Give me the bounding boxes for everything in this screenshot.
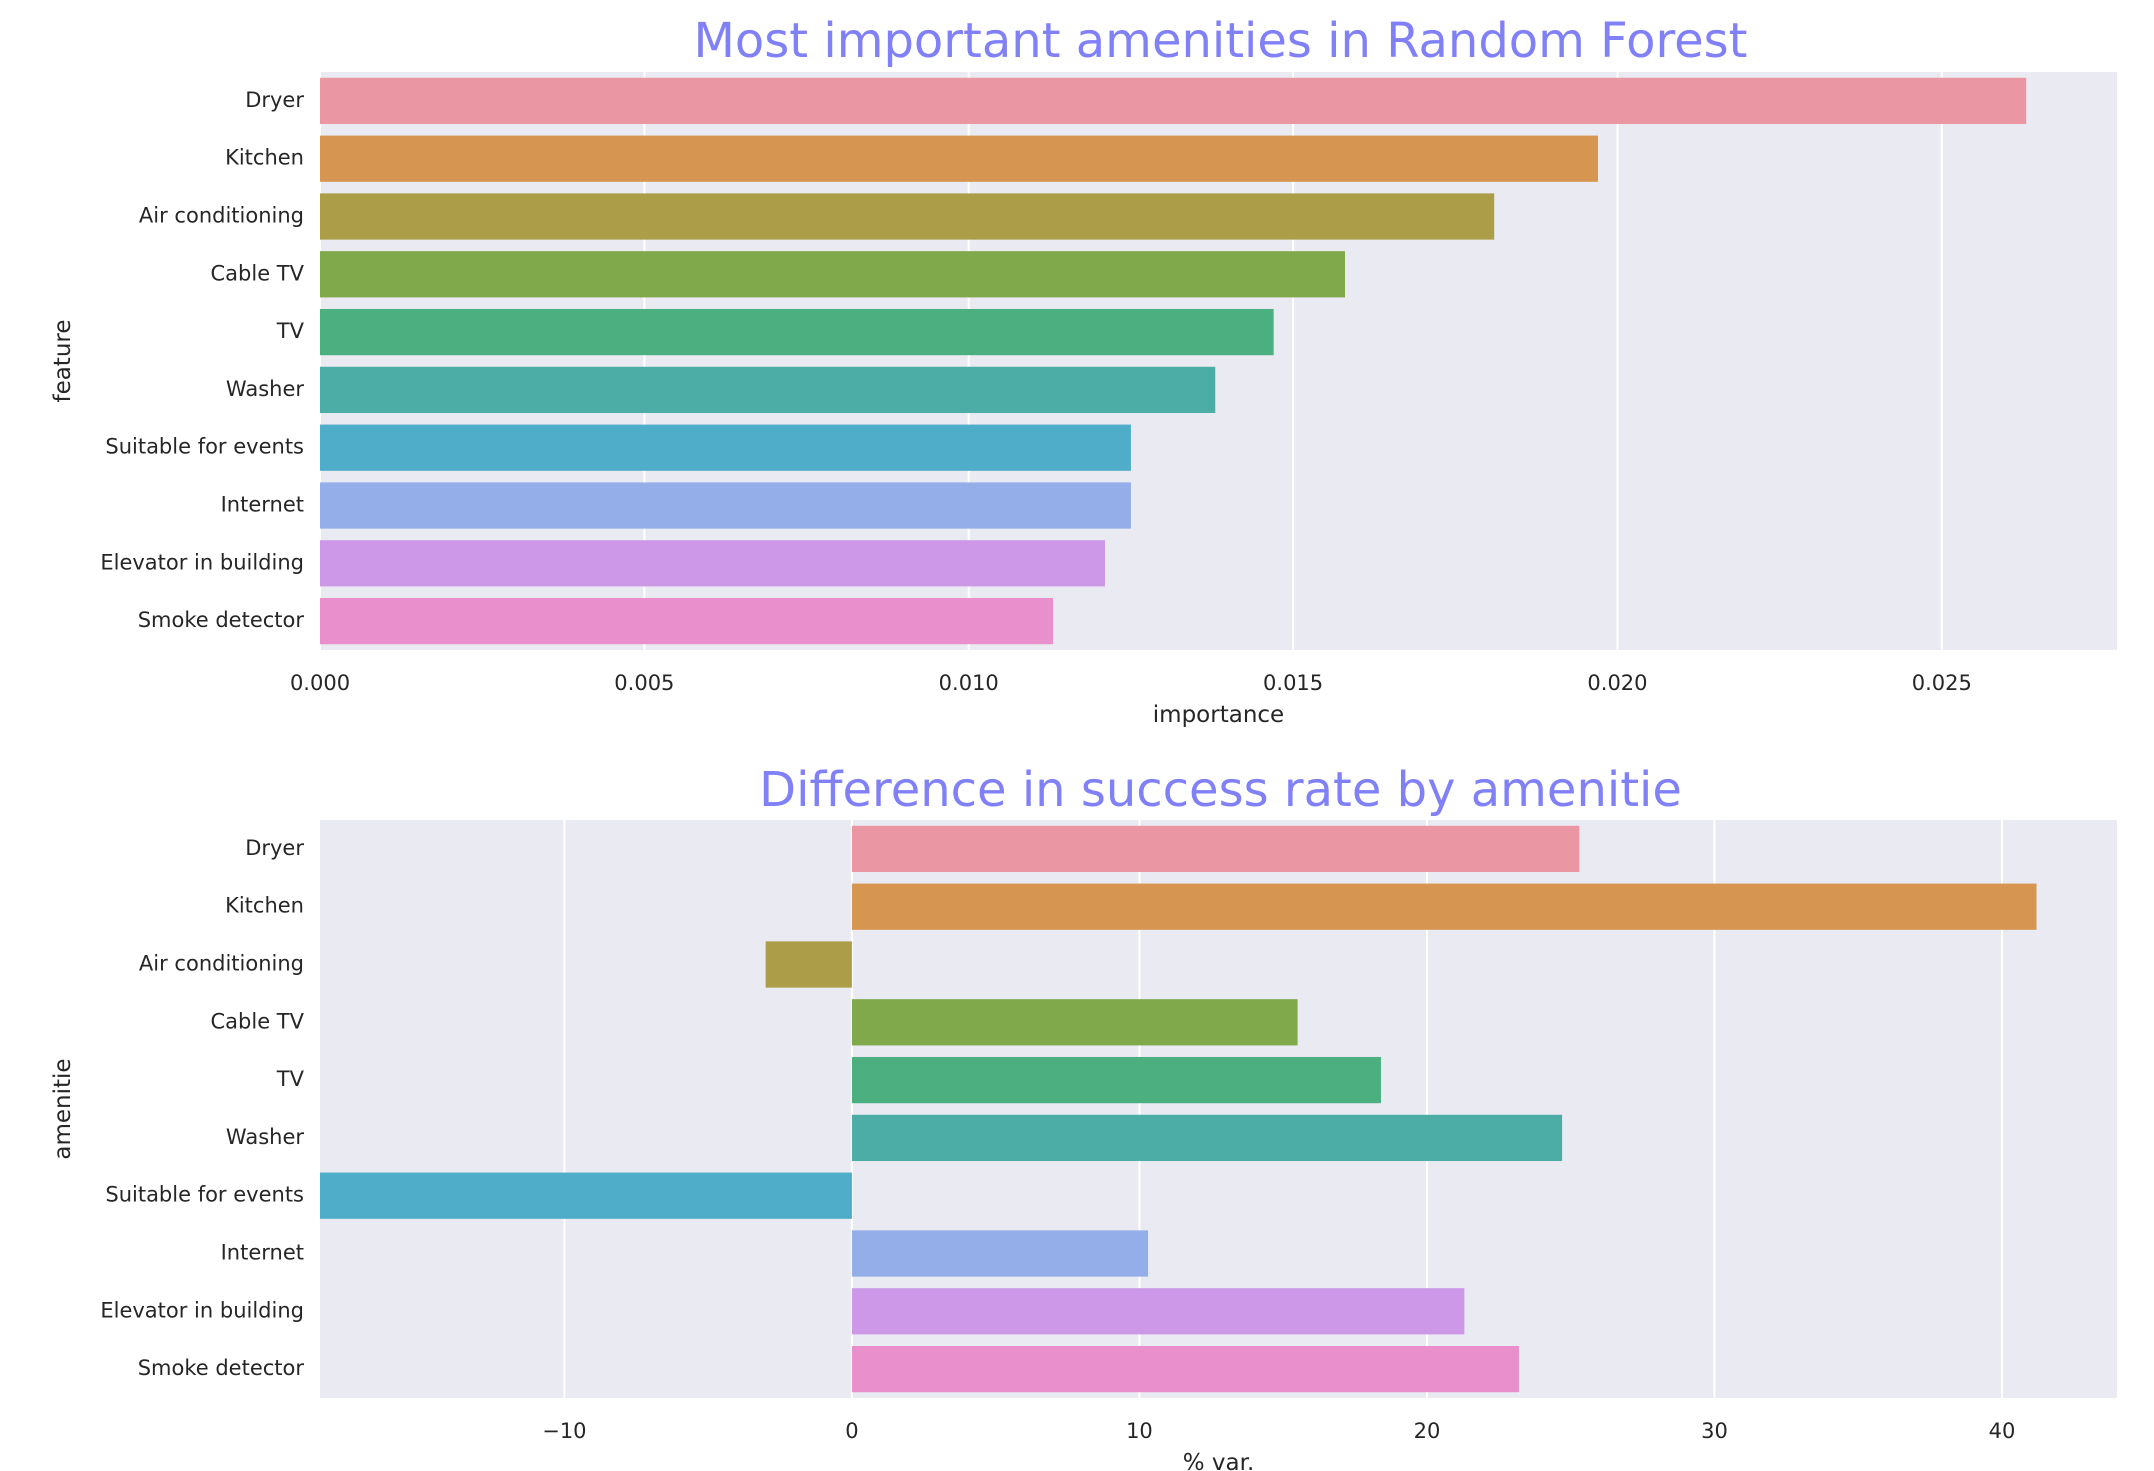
x-tick-label: 0.005 xyxy=(614,671,674,695)
y-tick-label: Cable TV xyxy=(211,261,305,285)
y-tick-label: Washer xyxy=(226,377,304,401)
bar-suitable-for-events xyxy=(320,1172,852,1219)
y-tick-label: TV xyxy=(276,319,305,343)
x-tick-label: 0.020 xyxy=(1587,671,1647,695)
bar-smoke-detector xyxy=(851,1345,1519,1393)
y-axis-label: feature xyxy=(50,319,76,402)
y-tick-label: Elevator in building xyxy=(100,550,304,574)
bar-air-conditioning xyxy=(320,193,1495,240)
bar-elevator-in-building xyxy=(320,540,1105,587)
x-tick-label: 30 xyxy=(1701,1419,1728,1443)
y-tick-label: Elevator in building xyxy=(100,1298,304,1322)
bar-smoke-detector xyxy=(320,597,1054,645)
x-tick-label: 0.025 xyxy=(1912,671,1972,695)
bar-dryer xyxy=(851,825,1580,873)
y-tick-label: Internet xyxy=(221,1241,304,1265)
bar-suitable-for-events xyxy=(320,424,1131,471)
x-tick-label: 0.015 xyxy=(1263,671,1323,695)
chart-2: Dryer Kitchen Air conditioning Cable TV TV Wa… xyxy=(50,762,2117,1471)
x-tick-label: −10 xyxy=(542,1419,586,1443)
bar-internet xyxy=(320,482,1131,529)
x-tick-label: 0.000 xyxy=(290,671,350,695)
bar-dryer xyxy=(320,77,2027,125)
x-axis-label: % var. xyxy=(1183,1450,1255,1471)
bar-washer xyxy=(851,1114,1563,1162)
y-tick-label: TV xyxy=(276,1067,305,1091)
chart-1: Dryer Kitchen Air conditioning Cable TV TV Wa… xyxy=(50,13,2117,728)
y-tick-label: Washer xyxy=(226,1125,304,1149)
bar-internet xyxy=(851,1230,1149,1277)
bar-cable-tv xyxy=(851,999,1298,1046)
bar-air-conditioning xyxy=(765,941,852,988)
y-tick-label: Internet xyxy=(221,493,304,517)
bar-washer xyxy=(320,366,1216,414)
x-tick-label: 20 xyxy=(1414,1419,1441,1443)
x-tick-label: 10 xyxy=(1126,1419,1153,1443)
y-tick-label: Dryer xyxy=(245,88,304,112)
y-tick-label: Suitable for events xyxy=(105,1183,304,1207)
x-tick-label: 0.010 xyxy=(939,671,999,695)
x-tick-label: 40 xyxy=(1989,1419,2016,1443)
y-tick-label: Smoke detector xyxy=(138,608,305,632)
y-tick-label: Suitable for events xyxy=(105,435,304,459)
y-tick-label: Dryer xyxy=(245,836,304,860)
y-tick-label: Air conditioning xyxy=(139,952,304,976)
bar-tv xyxy=(851,1056,1381,1104)
y-axis-label: amenitie xyxy=(50,1058,76,1159)
y-tick-label: Kitchen xyxy=(225,894,304,918)
x-axis-label: importance xyxy=(1153,702,1284,728)
x-tick-label: 0 xyxy=(845,1419,858,1443)
chart-title: Difference in success rate by amenitie xyxy=(759,762,1682,818)
bar-cable-tv xyxy=(320,251,1346,298)
bar-kitchen xyxy=(320,135,1599,182)
bar-kitchen xyxy=(851,883,2037,930)
chart-title: Most important amenities in Random Fores… xyxy=(694,13,1748,69)
bar-elevator-in-building xyxy=(851,1288,1465,1335)
y-tick-label: Smoke detector xyxy=(138,1356,305,1380)
y-tick-label: Cable TV xyxy=(211,1009,305,1033)
y-tick-label: Kitchen xyxy=(225,146,304,170)
y-tick-label: Air conditioning xyxy=(139,204,304,228)
bar-tv xyxy=(320,308,1274,356)
